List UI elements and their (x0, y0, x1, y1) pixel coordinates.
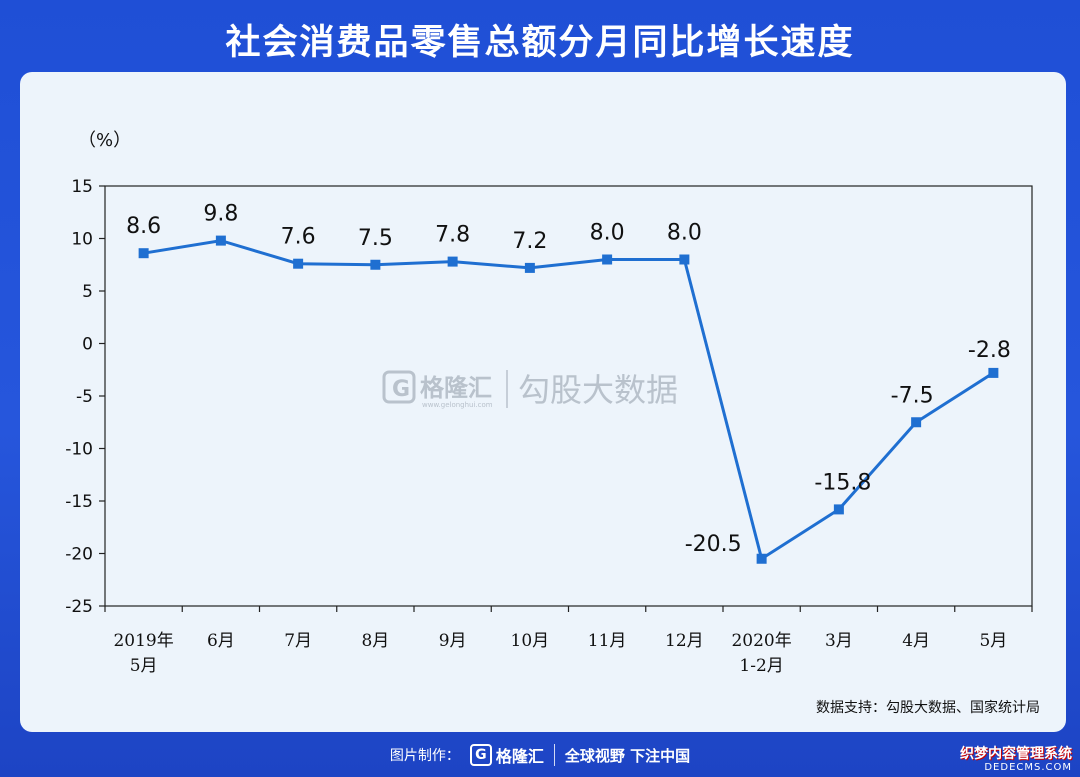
data-label: 8.6 (126, 214, 161, 239)
footer: 图片制作： G 格隆汇 全球视野 下注中国 (0, 736, 1080, 774)
x-tick-label: 6月 (207, 631, 235, 651)
x-tick-label: 10月 (511, 631, 550, 651)
y-tick-label: 10 (71, 230, 93, 250)
x-tick-label: 5月 (979, 631, 1007, 651)
data-point (833, 504, 844, 515)
data-point (138, 248, 149, 259)
made-by-label: 图片制作： (389, 748, 460, 764)
x-tick-label: 3月 (825, 631, 853, 651)
data-point (215, 235, 226, 246)
y-tick-label: 5 (82, 282, 93, 302)
data-label: 9.8 (203, 202, 238, 227)
footer-divider (553, 744, 555, 766)
data-label: 7.2 (512, 229, 547, 254)
x-tick-label: 12月 (665, 631, 704, 651)
data-point (756, 553, 767, 564)
x-tick-label: 2019年 (113, 631, 173, 651)
x-tick-label: 2020年 (731, 631, 791, 651)
watermark-brand-sub: www.gelonghui.com (422, 401, 493, 409)
x-tick-label: 5月 (130, 656, 158, 676)
data-label: 7.6 (281, 225, 316, 250)
data-point (602, 254, 613, 265)
y-tick-label: -5 (76, 387, 93, 407)
data-label: 7.5 (358, 226, 393, 251)
data-point (447, 256, 458, 267)
data-point (370, 259, 381, 270)
watermark-logo-icon (382, 370, 416, 404)
data-label: 7.8 (435, 223, 470, 248)
data-point (988, 367, 999, 378)
x-tick-label: 9月 (439, 631, 467, 651)
corner-line2: DEDECMS.COM (984, 762, 1072, 773)
footer-slogan: 全球视野 下注中国 (564, 746, 691, 765)
x-tick-label: 8月 (361, 631, 389, 651)
page-title: 社会消费品零售总额分月同比增长速度 (225, 23, 855, 63)
data-label: 8.0 (590, 221, 625, 246)
watermark-brand: 格隆汇 (420, 374, 492, 402)
watermark-logo-letter: G (392, 377, 410, 402)
data-point (911, 417, 922, 428)
x-tick-label: 1-2月 (739, 656, 783, 676)
chart-card (20, 72, 1066, 732)
series-line (143, 239, 995, 562)
brand-g-icon: G (469, 744, 492, 766)
data-label: -2.8 (968, 338, 1011, 363)
data-point (524, 262, 535, 273)
y-tick-label: -20 (65, 545, 93, 565)
y-tick-label: -10 (65, 440, 93, 460)
footer-logo: G 格隆汇 (469, 743, 544, 767)
y-tick-label: -25 (65, 597, 93, 617)
corner-watermark: 织梦内容管理系统 DEDECMS.COM (960, 745, 1072, 773)
watermark-text: 勾股大数据 (518, 371, 678, 409)
data-point (293, 258, 304, 269)
footer-brand: 格隆汇 (495, 747, 544, 766)
data-label: 8.0 (667, 221, 702, 246)
y-tick-label: 15 (71, 177, 93, 197)
x-tick-label: 11月 (588, 631, 627, 651)
data-label: -20.5 (685, 532, 742, 557)
source-note: 数据支持：勾股大数据、国家统计局 (816, 699, 1040, 716)
x-tick-label: 4月 (902, 631, 930, 651)
data-label: -15.8 (814, 470, 871, 495)
y-unit-label: （%） (78, 130, 131, 151)
corner-line1: 织梦内容管理系统 (960, 745, 1072, 762)
y-tick-label: 0 (82, 335, 93, 355)
data-point (679, 254, 690, 265)
x-tick-label: 7月 (284, 631, 312, 651)
y-tick-label: -15 (65, 492, 93, 512)
data-label: -7.5 (891, 383, 934, 408)
